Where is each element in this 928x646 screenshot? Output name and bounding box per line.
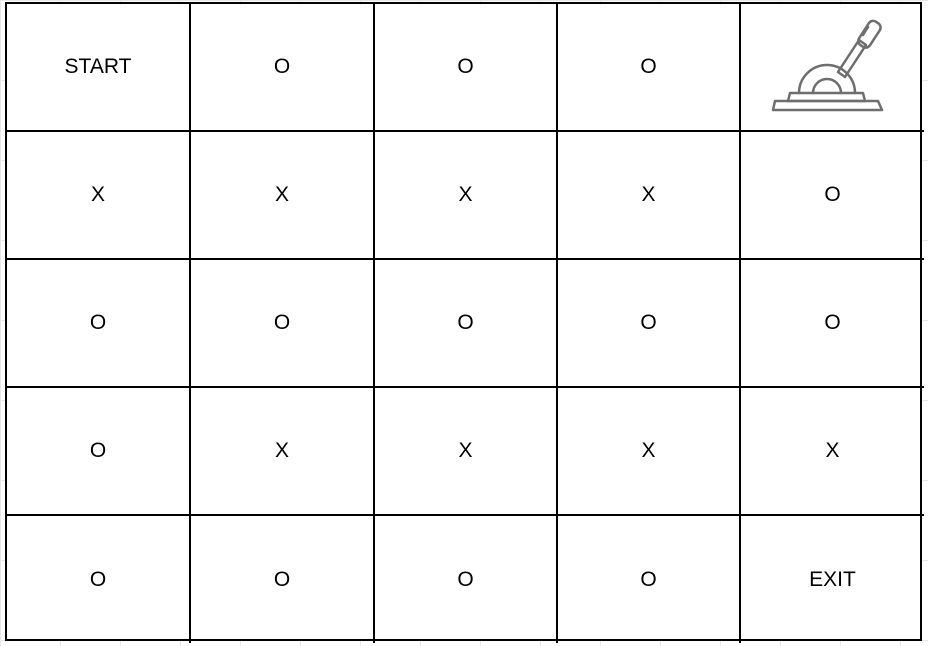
grid-cell[interactable]: O xyxy=(7,516,191,643)
grid-cell[interactable]: X xyxy=(191,132,375,260)
cell-text: X xyxy=(274,183,289,206)
cell-text: O xyxy=(457,55,474,78)
grid-cell[interactable]: O xyxy=(191,516,375,643)
grid-cell[interactable]: X xyxy=(558,388,741,516)
grid-cell[interactable] xyxy=(741,4,924,132)
cell-text: X xyxy=(641,439,656,462)
cell-text: O xyxy=(824,183,841,206)
cell-text: O xyxy=(824,311,841,334)
grid-cell[interactable]: O xyxy=(741,132,924,260)
cell-text: O xyxy=(273,567,291,591)
grid-cell[interactable]: START xyxy=(7,4,191,132)
cell-text: O xyxy=(640,311,657,334)
cell-text: O xyxy=(89,311,107,334)
grid-cell[interactable]: X xyxy=(375,388,558,516)
cell-text: START xyxy=(64,55,132,78)
grid-cell[interactable]: O xyxy=(558,516,741,643)
cell-text: X xyxy=(458,439,473,462)
cell-text: O xyxy=(640,55,657,78)
maze-grid: START O O O X X X X O O O O O O O X X X X O O O O EXIT xyxy=(5,2,924,643)
grid-cell[interactable]: X xyxy=(741,388,924,516)
cell-text: O xyxy=(89,567,107,591)
grid-cell[interactable]: O xyxy=(375,4,558,132)
cell-text: O xyxy=(457,311,474,334)
grid-cell[interactable]: O xyxy=(7,388,191,516)
grid-cell[interactable]: O xyxy=(7,260,191,388)
grid-cell[interactable]: O xyxy=(375,516,558,643)
cell-text: X xyxy=(90,183,105,206)
grid-cell[interactable]: O xyxy=(741,260,924,388)
grid-cell[interactable]: O xyxy=(375,260,558,388)
grid-cell[interactable]: X xyxy=(375,132,558,260)
grid-cell[interactable]: O xyxy=(191,260,375,388)
grid-cell[interactable]: O xyxy=(191,4,375,132)
lever-icon xyxy=(771,19,884,112)
grid-cell[interactable]: X xyxy=(191,388,375,516)
grid-cell[interactable]: X xyxy=(7,132,191,260)
grid-cell[interactable]: X xyxy=(558,132,741,260)
cell-text: X xyxy=(274,439,289,462)
cell-text: O xyxy=(457,567,474,591)
cell-text: X xyxy=(825,439,840,462)
cell-text: O xyxy=(640,567,657,591)
cell-text: O xyxy=(89,439,107,462)
grid-cell[interactable]: O xyxy=(558,260,741,388)
cell-text: EXIT xyxy=(809,567,856,591)
cell-text: X xyxy=(458,183,473,206)
cell-text: O xyxy=(273,55,291,78)
grid-cell[interactable]: O xyxy=(558,4,741,132)
cell-text: O xyxy=(273,311,291,334)
grid-cell[interactable]: EXIT xyxy=(741,516,924,643)
cell-text: X xyxy=(641,183,656,206)
